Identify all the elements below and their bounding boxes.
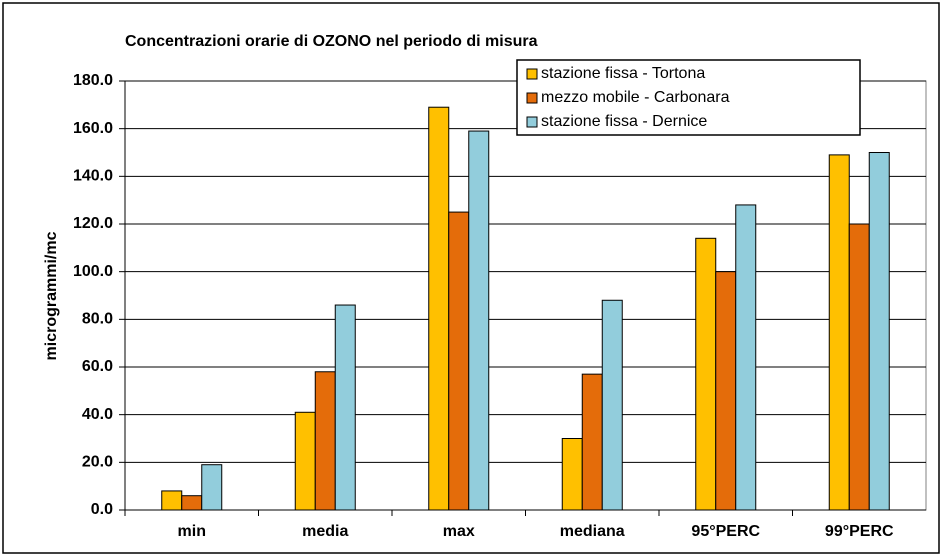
bar bbox=[314, 371, 336, 511]
legend-label: mezzo mobile - Carbonara bbox=[541, 89, 730, 106]
bar bbox=[428, 106, 450, 511]
y-tick-label: 160.0 bbox=[73, 120, 113, 137]
bar bbox=[448, 211, 470, 511]
bar bbox=[735, 204, 757, 511]
bar bbox=[828, 154, 850, 511]
legend-swatch bbox=[526, 68, 538, 80]
y-tick-label: 100.0 bbox=[73, 263, 113, 280]
legend-swatch bbox=[526, 92, 538, 104]
y-tick-label: 0.0 bbox=[91, 501, 113, 518]
legend-label: stazione fissa - Dernice bbox=[541, 113, 707, 130]
legend-swatch bbox=[526, 116, 538, 128]
bar bbox=[868, 152, 890, 511]
chart-title: Concentrazioni orarie di OZONO nel perio… bbox=[125, 33, 538, 50]
legend-label: stazione fissa - Tortona bbox=[541, 65, 705, 82]
y-tick-label: 60.0 bbox=[82, 358, 113, 375]
y-tick-label: 140.0 bbox=[73, 168, 113, 185]
y-axis-label: microgrammi/mc bbox=[43, 231, 60, 360]
x-tick-label: 95°PERC bbox=[691, 523, 760, 540]
bar bbox=[581, 373, 603, 511]
bar bbox=[848, 223, 870, 511]
plot-area bbox=[124, 80, 927, 511]
x-tick-label: max bbox=[443, 523, 475, 540]
bar bbox=[181, 495, 203, 511]
bar bbox=[695, 237, 717, 511]
y-tick-label: 80.0 bbox=[82, 311, 113, 328]
bar bbox=[468, 130, 490, 511]
bar bbox=[334, 304, 356, 511]
y-tick-label: 120.0 bbox=[73, 215, 113, 232]
x-tick-label: 99°PERC bbox=[825, 523, 894, 540]
x-tick-label: media bbox=[302, 523, 348, 540]
bar bbox=[294, 411, 316, 511]
bar bbox=[561, 438, 583, 511]
bar bbox=[201, 464, 223, 511]
bar bbox=[161, 490, 183, 511]
bar bbox=[715, 271, 737, 511]
bar bbox=[601, 299, 623, 511]
x-tick-label: mediana bbox=[560, 523, 625, 540]
y-tick-label: 40.0 bbox=[82, 406, 113, 423]
y-tick-label: 180.0 bbox=[73, 72, 113, 89]
y-tick-label: 20.0 bbox=[82, 454, 113, 471]
legend-box bbox=[516, 59, 861, 136]
x-tick-label: min bbox=[178, 523, 206, 540]
